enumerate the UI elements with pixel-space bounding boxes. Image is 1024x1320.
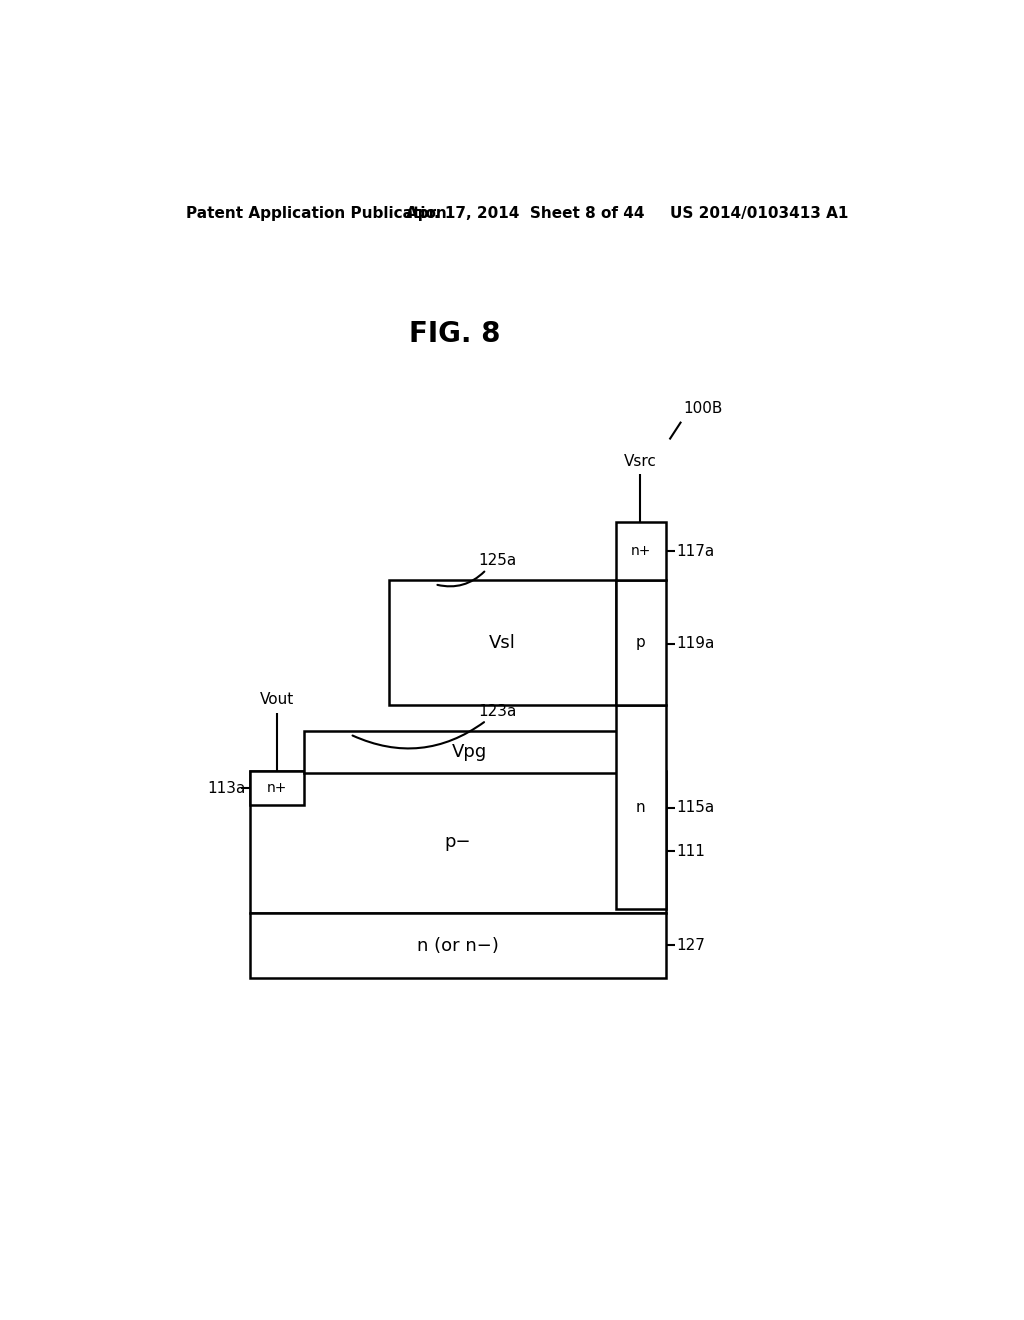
- Text: Vpg: Vpg: [452, 743, 487, 760]
- Text: 100B: 100B: [683, 401, 723, 416]
- Text: n (or n−): n (or n−): [417, 937, 499, 954]
- Text: n+: n+: [631, 544, 651, 558]
- Text: Patent Application Publication: Patent Application Publication: [186, 206, 446, 222]
- Bar: [615, 521, 666, 581]
- Text: FIG. 8: FIG. 8: [410, 319, 501, 348]
- Bar: [388, 581, 615, 705]
- Text: Vsrc: Vsrc: [624, 454, 656, 469]
- Text: 119a: 119a: [677, 636, 715, 651]
- Text: p: p: [636, 635, 645, 651]
- Text: 123a: 123a: [478, 704, 517, 719]
- Text: Vout: Vout: [260, 692, 294, 708]
- Text: n+: n+: [266, 781, 287, 795]
- Text: 125a: 125a: [478, 553, 517, 568]
- Bar: [304, 730, 635, 774]
- Text: n: n: [636, 800, 645, 814]
- Text: Apr. 17, 2014  Sheet 8 of 44: Apr. 17, 2014 Sheet 8 of 44: [407, 206, 645, 222]
- Bar: [250, 771, 666, 913]
- Bar: [250, 771, 304, 805]
- Text: 127: 127: [677, 937, 706, 953]
- Text: 113a: 113a: [208, 780, 246, 796]
- Bar: [615, 705, 666, 909]
- Text: 115a: 115a: [677, 800, 715, 814]
- Text: US 2014/0103413 A1: US 2014/0103413 A1: [670, 206, 848, 222]
- Text: p−: p−: [444, 833, 471, 851]
- Text: Vsl: Vsl: [488, 634, 515, 652]
- Text: 117a: 117a: [677, 544, 715, 558]
- Bar: [250, 913, 666, 978]
- Text: 111: 111: [677, 843, 706, 859]
- Bar: [615, 581, 666, 705]
